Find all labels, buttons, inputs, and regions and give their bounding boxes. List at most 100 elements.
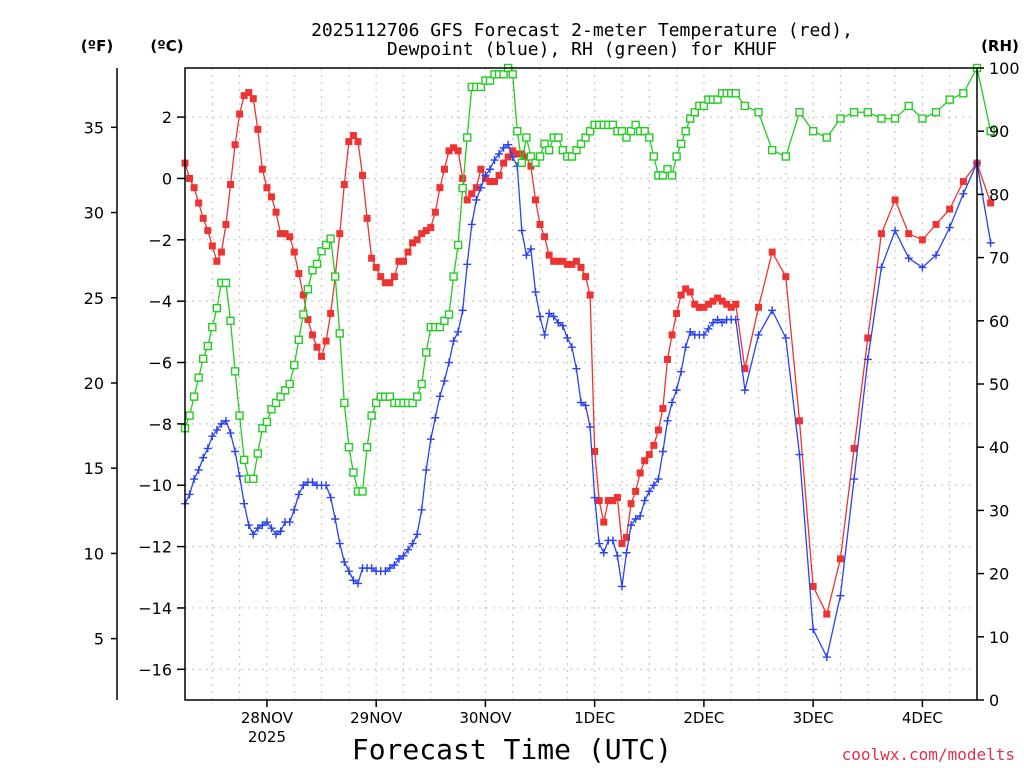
rh-point [321,240,331,250]
rh-point [199,354,208,363]
temperature-point [636,469,644,477]
temperature-point [864,334,872,342]
dewpoint-point [522,251,531,260]
dewpoint-point [249,530,258,539]
credit-link[interactable]: coolwx.com/modelts [842,745,1015,764]
celsius-unit-label: (ºC) [150,37,183,55]
rh-point [863,108,872,117]
rh-tick-label: 80 [989,185,1009,204]
celsius-tick-label: −14 [138,599,172,618]
temperature-point [363,214,371,222]
temperature-point [809,582,817,590]
temperature-point [509,147,517,155]
dewpoint-point [226,429,235,438]
rh-point [417,379,426,389]
rh-point [235,411,244,420]
rh-point [567,152,577,161]
dewpoint-point [531,287,540,296]
temperature-point [918,236,926,244]
rh-point [676,139,686,149]
temperature-point [208,242,216,250]
fahrenheit-tick-label: 5 [94,630,104,649]
dewpoint-point [540,330,549,339]
dewpoint-point [554,318,563,327]
rh-point [617,126,627,136]
temperature-point [527,162,535,170]
rh-point [649,152,659,161]
x-tick-label: 30NOV [459,709,512,727]
dewpoint-point [272,530,281,539]
temperature-point [263,184,271,192]
temperature-point [782,273,790,281]
temperature-point [727,303,735,311]
rh-point [781,152,791,161]
series-dewpoint [181,140,995,662]
dewpoint-point [636,511,645,520]
rh-tick-label: 10 [989,628,1009,647]
dewpoint-point [467,220,476,229]
temperature-point [440,165,448,173]
temperature-point [850,444,858,452]
rh-point [476,82,486,92]
dewpoint-point [322,481,331,490]
dewpoint-point [627,521,636,530]
dewpoint-point [704,324,713,333]
rh-tick-label: 30 [989,501,1009,520]
rh-point [690,108,699,117]
rh-point [230,367,240,376]
temperature-point [695,303,703,311]
temperature-point [340,181,348,189]
temperature-point [632,487,640,495]
rh-tick-label: 20 [989,565,1009,584]
temperature-point [486,178,494,186]
rh-point [640,126,649,136]
temperature-point [714,294,722,302]
temperature-point [345,138,353,146]
rh-point [672,152,681,161]
temperature-point [836,555,844,563]
rh-point [371,398,381,408]
rh-point [535,152,545,161]
temperature-point [204,227,212,235]
rh-point [645,133,654,142]
rh-point [918,114,927,123]
rh-point [249,474,258,483]
dewpoint-point [545,309,554,318]
temperature-point [531,196,539,204]
dewpoint-point [413,530,422,539]
dewpoint-point [244,521,253,530]
rh-point [499,70,508,79]
temperature-point [663,355,671,363]
dewpoint-point [677,367,686,376]
rh-point [303,285,313,294]
celsius-tick-label: −8 [148,415,172,434]
temperature-point [891,196,899,204]
dewpoint-point [221,416,230,425]
dewpoint-point [331,514,340,523]
temperature-point [613,494,621,502]
rh-point [485,76,495,85]
dewpoint-point [344,567,353,576]
temperature-point [236,110,244,118]
rh-point [435,322,445,332]
rh-point [463,133,472,142]
rh-point [513,126,522,136]
rh-point [754,108,763,117]
rh-point [194,373,203,382]
temperature-point [308,331,316,339]
temperature-point [654,426,662,434]
fahrenheit-tick-label: 30 [84,204,104,223]
rh-point [585,126,595,136]
x-tick-label: 4DEC [902,709,943,727]
rh-point [312,259,322,269]
temperature-point [399,257,407,265]
dewpoint-point [463,260,472,269]
temperature-point [431,208,439,216]
rh-point [440,316,449,325]
dewpoint-point [490,156,499,165]
temperature-point [318,352,326,360]
rh-point [931,108,941,117]
dewpoint-point [904,254,913,263]
temperature-point [240,92,248,100]
dewpoint-point [326,493,335,502]
